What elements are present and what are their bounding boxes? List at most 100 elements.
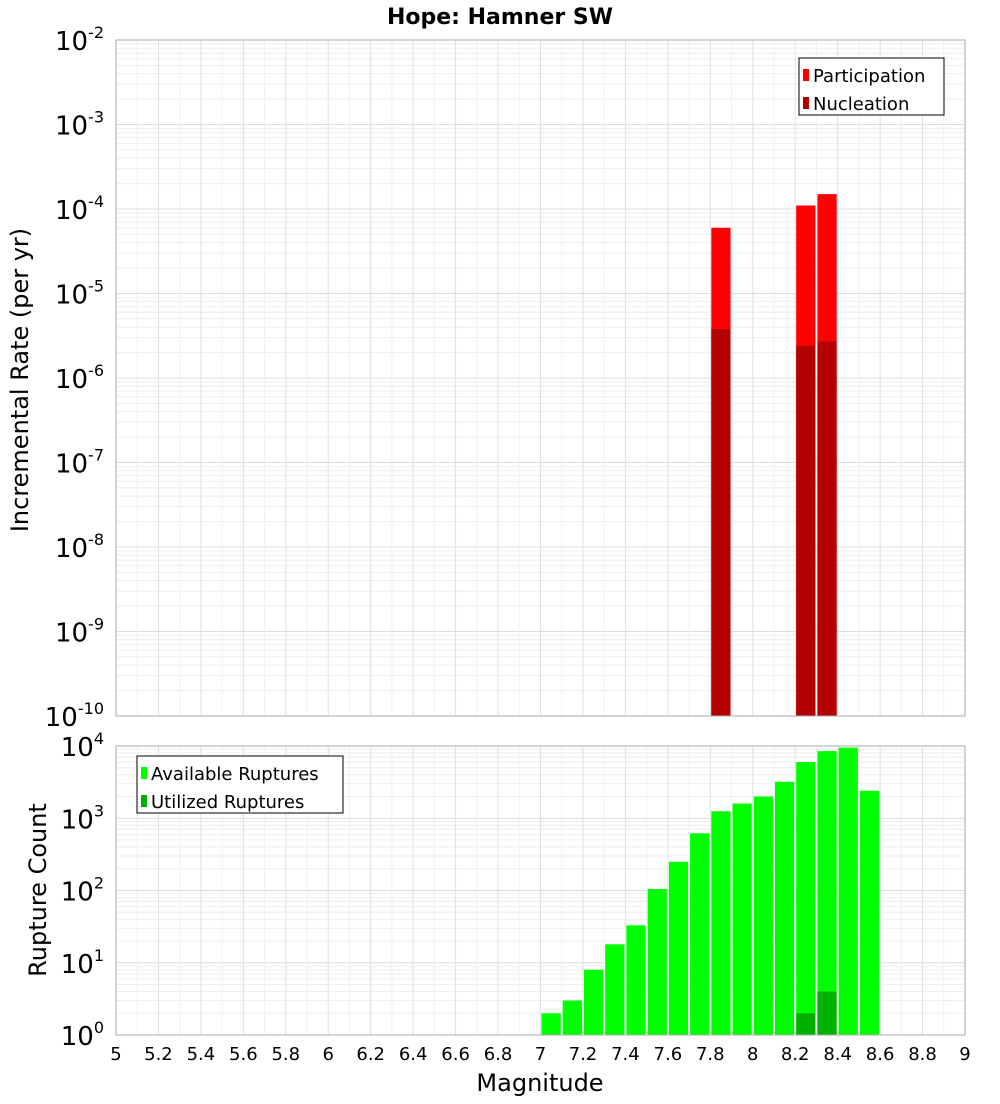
top-y-tick-label: 10-10 [45,699,104,733]
x-tick-label: 6.4 [399,1044,428,1065]
bottom-bar-available-ruptures [541,1013,561,1035]
top-bar-nucleation [817,341,837,716]
bottom-legend-swatch [141,795,147,807]
bottom-plot-frame [115,745,966,1036]
x-tick-label: 5.8 [271,1044,300,1065]
bottom-bar-available-ruptures [796,762,816,1035]
bottom-bar-available-ruptures [647,888,667,1035]
top-y-tick-base: 10 [55,534,88,564]
bottom-bar-available-ruptures [838,747,858,1035]
bottom-bar-available-ruptures [859,790,880,1035]
top-y-tick-base: 10 [45,703,78,733]
top-legend-swatch [803,69,809,81]
x-tick-label: 7.2 [569,1044,598,1065]
top-y-tick-label: 10-7 [55,446,104,480]
x-tick-label: 5.6 [229,1044,258,1065]
bottom-y-tick-base: 10 [61,878,94,908]
x-axis-label: Magnitude [476,1069,603,1097]
bottom-y-tick-label: 102 [61,874,104,908]
bottom-legend-label: Utilized Ruptures [151,792,304,813]
bottom-y-tick-base: 10 [61,805,94,835]
top-bar-nucleation [796,345,816,716]
x-tick-label: 7.6 [654,1044,683,1065]
top-y-tick-base: 10 [55,112,88,142]
top-y-tick-label: 10-9 [55,615,104,649]
bottom-bar-available-ruptures [711,811,731,1035]
x-tick-label: 8.8 [908,1044,937,1065]
top-y-tick-label: 10-2 [55,23,104,57]
x-tick-label: 7.8 [696,1044,725,1065]
top-y-tick-base: 10 [55,281,88,311]
top-y-tick-exponent: -4 [88,192,104,211]
x-tick-label: 5.2 [144,1044,173,1065]
bottom-legend-box [136,755,344,814]
top-y-tick-label: 10-4 [55,192,104,226]
bottom-legend-label: Available Ruptures [151,764,319,785]
x-tick-label: 8.6 [866,1044,895,1065]
top-y-tick-label: 10-5 [55,277,104,311]
bottom-bar-available-ruptures [668,861,689,1035]
bottom-y-tick-label: 103 [61,801,104,835]
top-y-tick-exponent: -5 [88,277,104,296]
x-tick-label: 8.4 [823,1044,852,1065]
x-tick-label: 6.6 [441,1044,470,1065]
top-y-tick-exponent: -8 [88,530,104,549]
top-legend-swatch [803,97,809,109]
top-plot-frame [115,39,966,717]
bottom-bar-available-ruptures [753,796,773,1035]
bottom-bar-available-ruptures [605,944,625,1035]
bottom-bar-available-ruptures [562,1000,582,1035]
chart-title: Hope: Hamner SW [387,5,613,30]
bottom-y-tick-label: 104 [61,729,104,763]
top-y-tick-exponent: -9 [88,615,104,634]
bottom-bar-available-ruptures [817,751,837,1035]
bottom-y-axis-label: Rupture Count [24,803,52,977]
x-tick-label: 9 [959,1044,970,1065]
bottom-y-tick-label: 100 [61,1018,104,1052]
top-y-tick-base: 10 [55,196,88,226]
x-tick-label: 5.4 [187,1044,216,1065]
bottom-bar-available-ruptures [690,833,710,1035]
x-tick-label: 5 [110,1044,121,1065]
x-tick-label: 7 [535,1044,546,1065]
top-legend-box [798,57,945,116]
top-panel: 10-210-310-410-510-610-710-810-910-10Par… [45,23,966,733]
top-y-tick-label: 10-8 [55,530,104,564]
top-y-tick-base: 10 [55,619,88,649]
x-tick-label: 6.2 [356,1044,385,1065]
x-tick-label: 6 [323,1044,334,1065]
top-y-tick-base: 10 [55,365,88,395]
top-y-tick-base: 10 [55,450,88,480]
top-y-tick-exponent: -3 [88,108,104,127]
bottom-y-tick-base: 10 [61,950,94,980]
bottom-bar-available-ruptures [774,781,795,1035]
bottom-bar-available-ruptures [583,969,604,1035]
bottom-bar-available-ruptures [626,925,646,1035]
bottom-y-tick-exponent: 3 [94,801,104,820]
top-y-tick-exponent: -2 [88,23,104,42]
top-y-tick-exponent: -6 [88,361,104,380]
bottom-legend: Available Ruptures Utilized Ruptures [136,755,344,814]
x-tick-label: 8 [747,1044,758,1065]
bottom-y-tick-label: 101 [61,946,104,980]
top-legend: Participation Nucleation [798,57,945,116]
bottom-y-tick-exponent: 0 [94,1018,104,1037]
top-legend-label: Nucleation [813,94,909,115]
top-y-tick-exponent: -7 [88,446,104,465]
top-legend-label: Participation [813,66,925,87]
x-tick-label: 6.8 [484,1044,513,1065]
bottom-y-tick-base: 10 [61,733,94,763]
bottom-y-tick-exponent: 2 [94,874,104,893]
bottom-legend-swatch [141,767,147,779]
bottom-bar-utilized-ruptures [817,991,837,1035]
bottom-bar-available-ruptures [732,803,752,1035]
bottom-y-tick-exponent: 4 [94,729,104,748]
x-tick-label: 7.4 [611,1044,640,1065]
bottom-bar-utilized-ruptures [796,1013,816,1035]
x-tick-label: 8.2 [781,1044,810,1065]
top-y-tick-label: 10-3 [55,108,104,142]
top-y-axis-label: Incremental Rate (per yr) [6,228,34,532]
top-y-tick-base: 10 [55,27,88,57]
